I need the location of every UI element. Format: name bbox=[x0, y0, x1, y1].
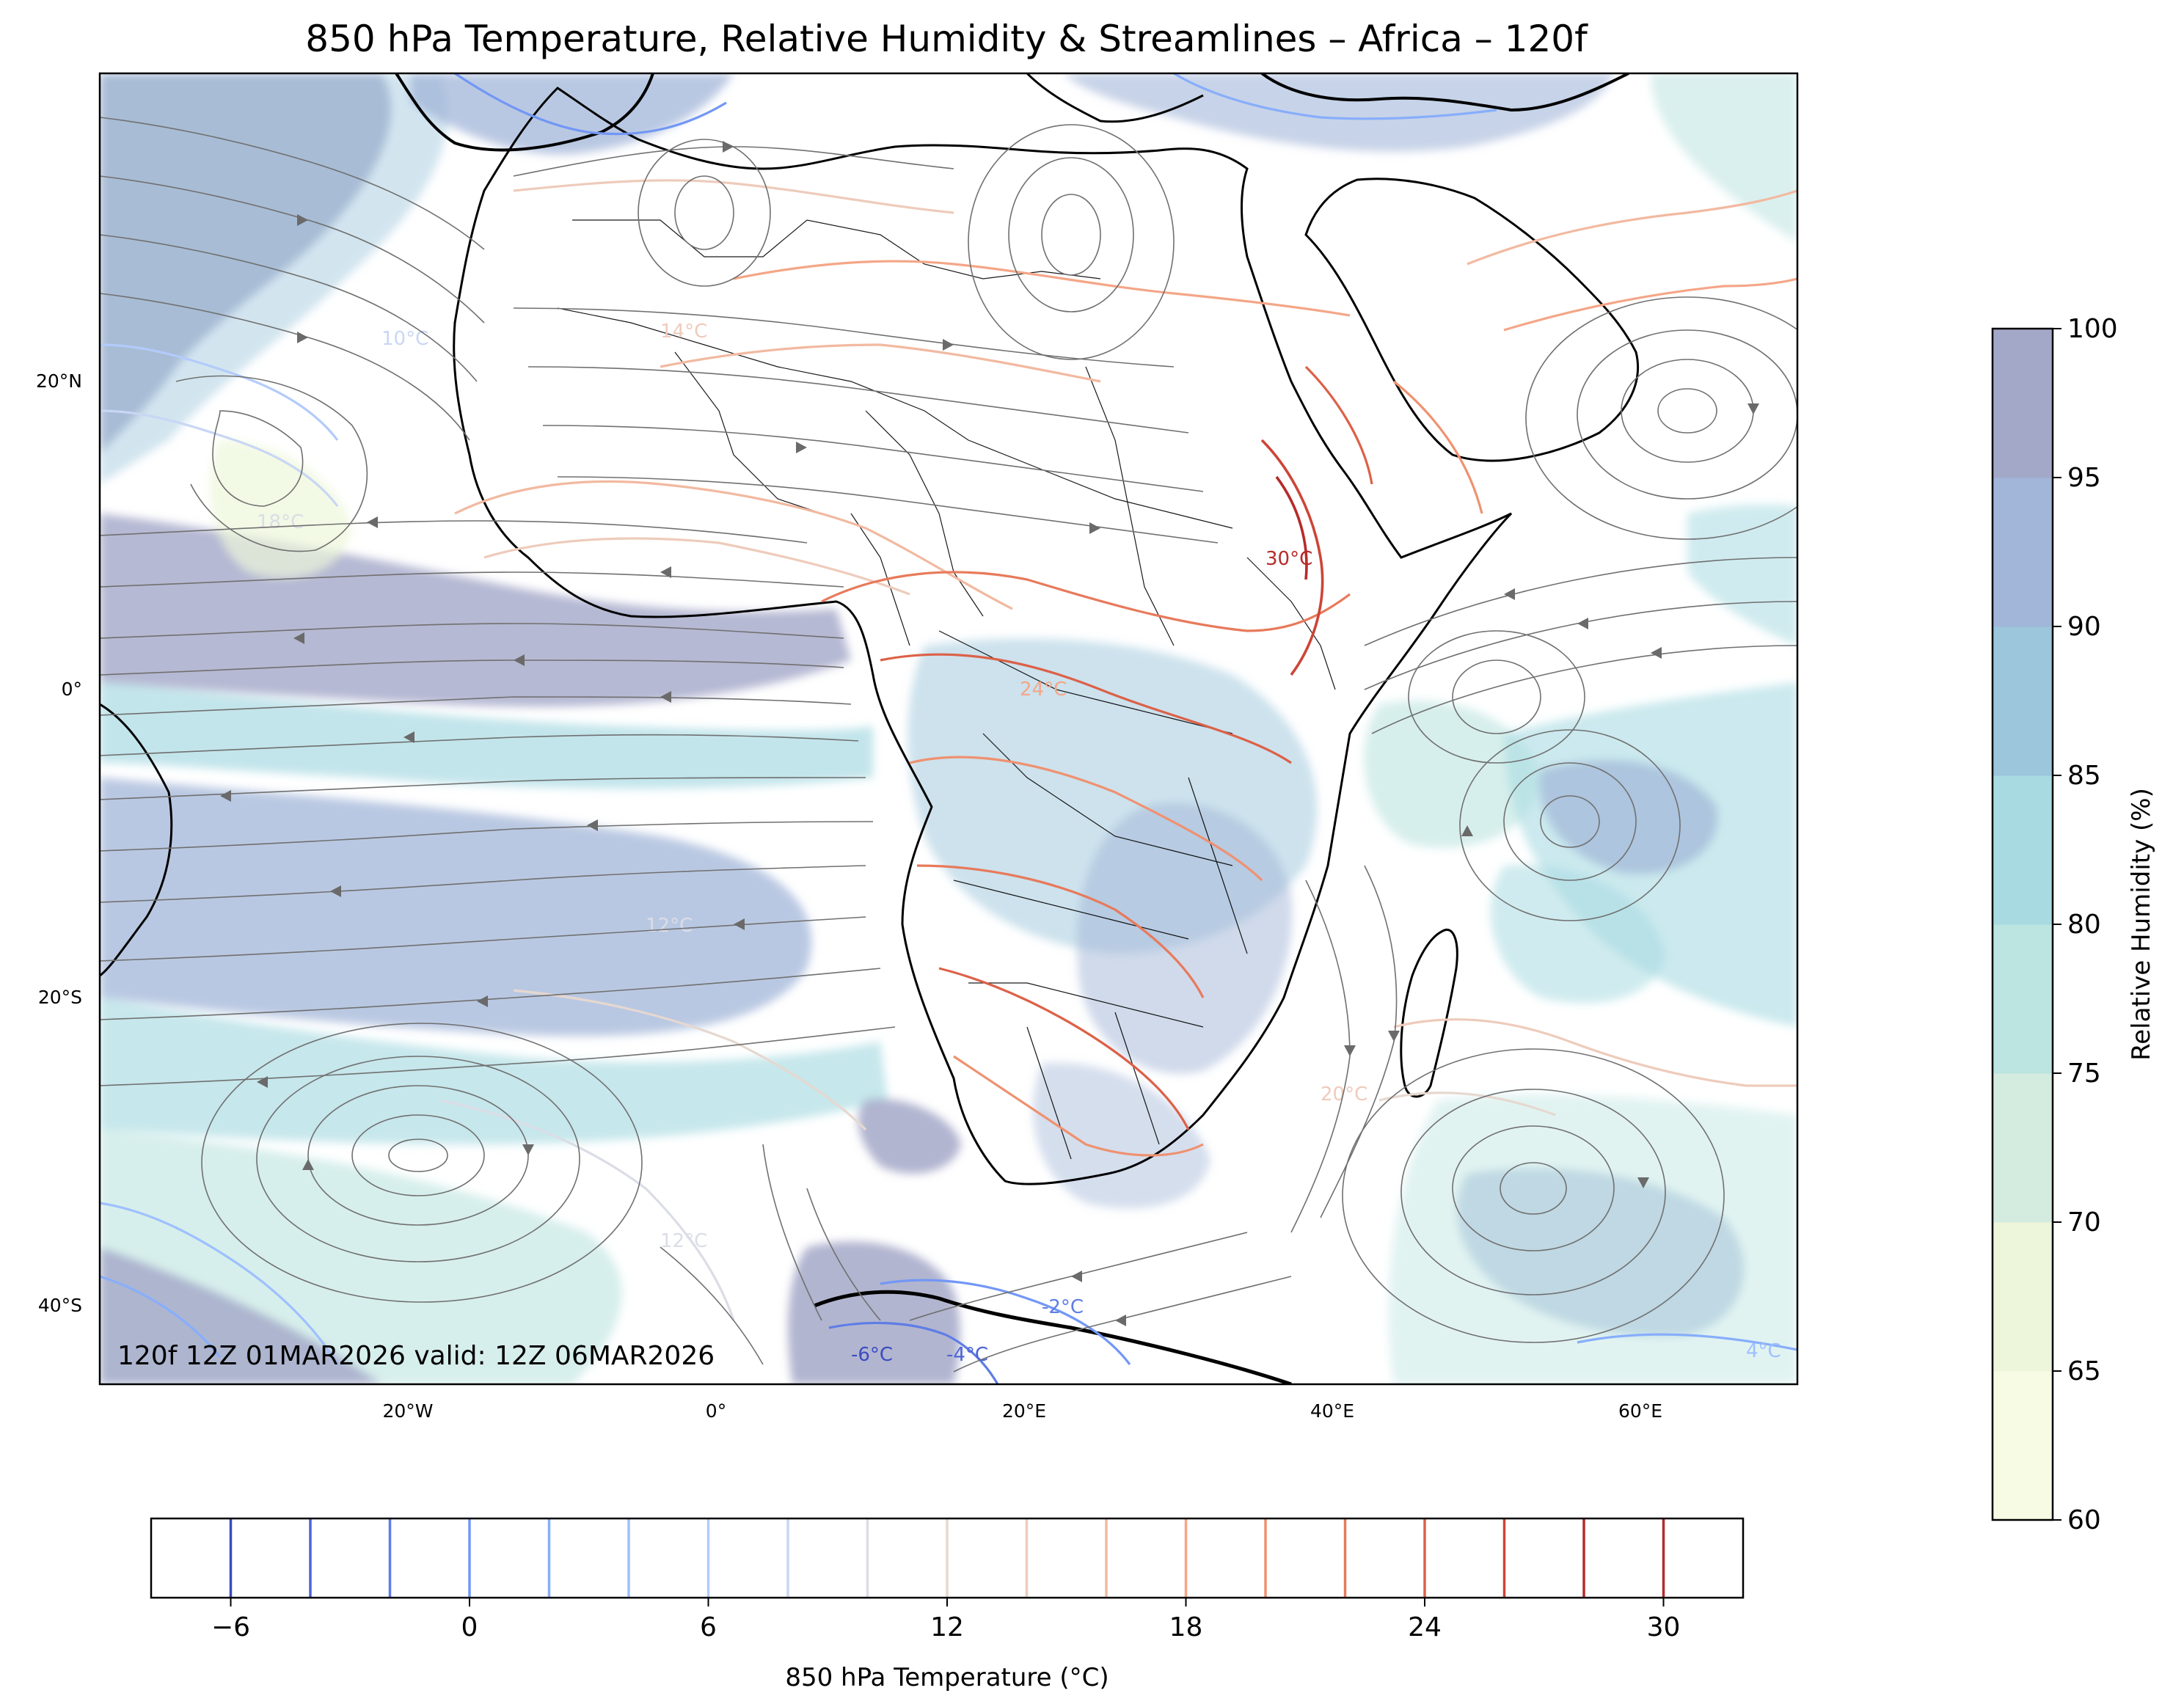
lat-label: 0° bbox=[62, 679, 82, 700]
rh-tick-label: 90 bbox=[2067, 612, 2101, 642]
chart-title: 850 hPa Temperature, Relative Humidity &… bbox=[305, 18, 1588, 60]
rh-tick-label: 70 bbox=[2067, 1207, 2101, 1238]
contour-label: 18°C bbox=[257, 511, 304, 533]
streamline-arrows bbox=[220, 141, 1759, 1326]
map-frame bbox=[98, 72, 1799, 1386]
temp-tick-label: 12 bbox=[930, 1612, 964, 1642]
forecast-annotation: 120f 12Z 01MAR2026 valid: 12Z 06MAR2026 bbox=[117, 1341, 715, 1371]
temp-tick-label: 6 bbox=[700, 1612, 717, 1642]
lon-label: 20°W bbox=[382, 1400, 433, 1422]
contour-label: 14°C bbox=[660, 321, 707, 343]
coastlines bbox=[100, 73, 1640, 1384]
rh-colorbar-swatches bbox=[1993, 329, 2053, 1521]
rh-tick-label: 75 bbox=[2067, 1059, 2101, 1089]
contour-label: 12°C bbox=[646, 915, 693, 937]
rh-colorbar-swatch bbox=[1993, 329, 2053, 478]
rh-colorbar-ticks: 60 65 70 75 80 85 90 95 100 bbox=[2053, 314, 2118, 1535]
longitude-labels: 20°W 0° 20°E 40°E 60°E bbox=[382, 1400, 1662, 1422]
temp-tick-label: 24 bbox=[1408, 1612, 1442, 1642]
lat-label: 40°S bbox=[38, 1295, 82, 1316]
rh-colorbar-swatch bbox=[1993, 626, 2053, 776]
temp-tick-label: 30 bbox=[1647, 1612, 1681, 1642]
contour-label: 30°C bbox=[1266, 548, 1312, 570]
rh-tick-label: 100 bbox=[2067, 314, 2118, 344]
rh-tick-label: 85 bbox=[2067, 761, 2101, 791]
lat-label: 20°S bbox=[38, 987, 82, 1008]
rh-colorbar: 60 65 70 75 80 85 90 95 100 Relative Humidity (%… bbox=[1991, 314, 2156, 1535]
temp-colorbar-ticks: −6 0 6 12 18 24 30 bbox=[211, 1598, 1680, 1642]
temp-colorbar-lines bbox=[229, 1518, 1665, 1598]
rh-colorbar-swatch bbox=[1993, 775, 2053, 925]
lon-label: 20°E bbox=[1002, 1400, 1046, 1422]
lat-label: 20°N bbox=[36, 370, 82, 392]
temp-colorbar-label: 850 hPa Temperature (°C) bbox=[785, 1663, 1109, 1692]
contour-label: 20°C bbox=[1321, 1083, 1367, 1105]
rh-colorbar-swatch bbox=[1993, 1222, 2053, 1372]
rh-colorbar-swatch bbox=[1993, 478, 2053, 627]
rh-tick-label: 80 bbox=[2067, 910, 2101, 940]
rh-tick-label: 95 bbox=[2067, 463, 2101, 493]
rh-colorbar-label: Relative Humidity (%) bbox=[2127, 788, 2156, 1061]
contour-label: -4°C bbox=[946, 1344, 988, 1366]
lon-label: 60°E bbox=[1618, 1400, 1662, 1422]
temp-colorbar: −6 0 6 12 18 24 30 850 hPa Temperature (°C) bbox=[150, 1517, 1745, 1692]
rh-tick-label: 60 bbox=[2067, 1505, 2101, 1535]
contour-label: -2°C bbox=[1042, 1296, 1084, 1318]
latitude-labels: 20°N 0° 20°S 40°S bbox=[36, 370, 82, 1316]
temp-tick-label: 0 bbox=[461, 1612, 478, 1642]
contour-label: 24°C bbox=[1020, 679, 1067, 701]
rh-colorbar-swatch bbox=[1993, 924, 2053, 1074]
temp-tick-label: 18 bbox=[1169, 1612, 1203, 1642]
rh-colorbar-swatch bbox=[1993, 1073, 2053, 1223]
contour-label: 12°C bbox=[660, 1230, 707, 1252]
rh-tick-label: 65 bbox=[2067, 1356, 2101, 1386]
contour-label: -6°C bbox=[851, 1344, 893, 1366]
lon-label: 0° bbox=[706, 1400, 726, 1422]
contour-label: 4°C bbox=[1746, 1340, 1781, 1362]
map-panel: 10°C 14°C 18°C 24°C 12°C 12°C 20°C -6°C … bbox=[98, 72, 1799, 1386]
streamlines bbox=[100, 117, 1797, 1372]
rh-colorbar-swatch bbox=[1993, 1371, 2053, 1521]
temp-tick-label: −6 bbox=[211, 1612, 250, 1642]
temperature-contours bbox=[100, 73, 1797, 1384]
temperature-contour-labels: 10°C 14°C 18°C 24°C 12°C 12°C 20°C -6°C … bbox=[257, 321, 1781, 1366]
lon-label: 40°E bbox=[1310, 1400, 1354, 1422]
